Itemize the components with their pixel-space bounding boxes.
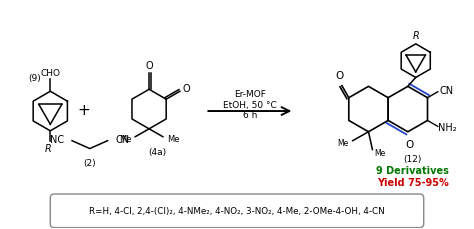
Text: R: R xyxy=(412,31,419,41)
Text: 6 h: 6 h xyxy=(243,111,257,120)
Text: +: + xyxy=(77,102,90,117)
Text: Me: Me xyxy=(119,135,131,144)
Text: Me: Me xyxy=(337,139,349,147)
Text: (4a): (4a) xyxy=(148,147,166,156)
Text: R: R xyxy=(45,143,52,153)
Text: O: O xyxy=(406,139,414,149)
Text: Er-MOF: Er-MOF xyxy=(234,89,266,98)
FancyBboxPatch shape xyxy=(50,194,424,228)
Text: Me: Me xyxy=(167,135,179,144)
Text: NH₂: NH₂ xyxy=(438,123,457,133)
Text: CN: CN xyxy=(116,134,129,144)
Text: O: O xyxy=(336,71,344,80)
Text: CHO: CHO xyxy=(40,69,60,78)
Text: Me: Me xyxy=(374,148,386,157)
Text: 9 Derivatives: 9 Derivatives xyxy=(376,166,449,176)
Text: O: O xyxy=(145,60,153,70)
Text: NC: NC xyxy=(50,134,64,144)
Text: O: O xyxy=(182,83,190,93)
Text: (12): (12) xyxy=(403,154,422,163)
Text: (2): (2) xyxy=(83,159,96,168)
Text: (9): (9) xyxy=(28,74,41,83)
Text: R=H, 4-Cl, 2,4-(Cl)₂, 4-NMe₂, 4-NO₂, 3-NO₂, 4-Me, 2-OMe-4-OH, 4-CN: R=H, 4-Cl, 2,4-(Cl)₂, 4-NMe₂, 4-NO₂, 3-N… xyxy=(89,206,385,215)
Text: EtOH, 50 °C: EtOH, 50 °C xyxy=(223,100,277,109)
Text: CN: CN xyxy=(439,85,454,95)
Text: Yield 75-95%: Yield 75-95% xyxy=(377,177,449,187)
